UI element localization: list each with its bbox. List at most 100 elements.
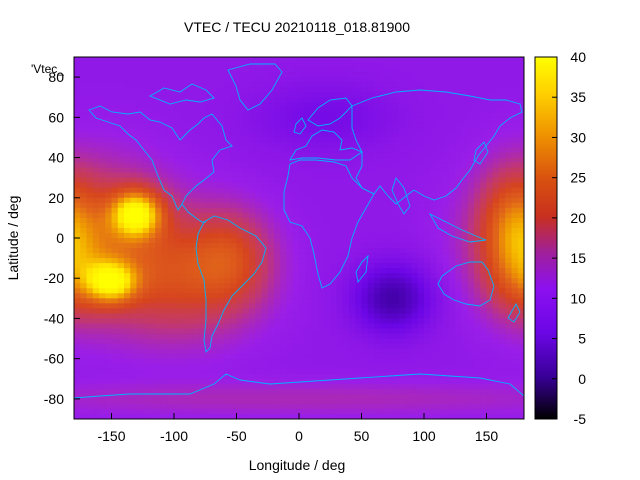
heatmap-cell [286,87,294,93]
heatmap-cell [130,107,138,113]
heatmap-cell [349,303,356,309]
heatmap-cell [99,353,106,360]
heatmap-cell [286,132,294,139]
heatmap-cell [230,162,238,169]
heatmap-cell [274,177,281,184]
heatmap-cell [411,72,419,78]
heatmap-cell [186,388,194,395]
heatmap-cell [167,243,175,249]
heatmap-cell [517,72,524,78]
heatmap-cell [324,293,331,299]
heatmap-cell [86,248,94,254]
heatmap-cell [230,238,238,244]
heatmap-cell [180,212,188,219]
heatmap-cell [511,212,519,219]
heatmap-cell [461,308,469,315]
heatmap-cell [380,383,388,390]
heatmap-cell [374,323,381,330]
heatmap-cell [274,182,281,189]
heatmap-cell [261,243,269,249]
heatmap-cell [449,328,456,335]
heatmap-cell [399,132,406,139]
heatmap-cell [280,217,288,224]
heatmap-cell [417,293,425,299]
heatmap-cell [130,358,138,365]
heatmap-cell [324,182,331,189]
heatmap-cell [499,177,506,184]
heatmap-cell [417,227,425,234]
heatmap-cell [86,378,94,385]
heatmap-cell [474,303,481,309]
heatmap-cell [430,388,438,395]
heatmap-cell [242,318,250,325]
heatmap-cell [255,253,263,259]
heatmap-cell [161,278,169,284]
heatmap-cell [480,293,488,299]
heatmap-cell [142,57,150,63]
heatmap-cell [486,303,494,309]
heatmap-cell [117,217,125,224]
heatmap-cell [392,152,400,159]
heatmap-cell [99,343,106,350]
heatmap-cell [342,117,350,123]
heatmap-cell [330,253,338,259]
heatmap-cell [467,283,475,289]
heatmap-cell [274,167,281,174]
heatmap-cell [411,383,419,390]
heatmap-cell [299,102,306,108]
heatmap-cell [499,383,506,390]
heatmap-cell [311,273,319,279]
heatmap-cell [205,62,213,68]
heatmap-cell [511,177,519,184]
heatmap-cell [161,263,169,269]
heatmap-cell [430,353,438,360]
heatmap-cell [242,82,250,88]
heatmap-cell [242,77,250,83]
heatmap-cell [374,157,381,164]
heatmap-cell [392,248,400,254]
heatmap-cell [436,298,444,304]
heatmap-cell [355,62,363,68]
heatmap-cell [286,268,294,274]
heatmap-cell [199,102,206,108]
heatmap-cell [392,227,400,234]
heatmap-cell [217,353,225,360]
heatmap-cell [355,152,363,159]
heatmap-cell [361,298,369,304]
heatmap-cell [386,192,394,199]
heatmap-cell [149,107,156,113]
heatmap-cell [449,142,456,149]
heatmap-cell [161,67,169,73]
heatmap-cell [161,72,169,78]
heatmap-cell [311,378,319,385]
heatmap-cell [417,137,425,144]
heatmap-cell [217,92,225,98]
heatmap-cell [342,212,350,219]
heatmap-cell [455,248,463,254]
heatmap-cell [486,348,494,355]
heatmap-cell [92,62,100,68]
heatmap-cell [117,112,125,118]
heatmap-cell [399,243,406,249]
heatmap-cell [317,268,325,274]
heatmap-cell [474,313,481,320]
heatmap-cell [399,273,406,279]
heatmap-cell [99,263,106,269]
heatmap-cell [249,278,256,284]
heatmap-cell [292,398,300,405]
heatmap-cell [130,142,138,149]
heatmap-cell [355,227,363,234]
heatmap-cell [449,268,456,274]
heatmap-cell [430,293,438,299]
heatmap-cell [349,77,356,83]
heatmap-cell [267,388,275,395]
heatmap-cell [405,62,413,68]
heatmap-cell [255,62,263,68]
heatmap-cell [186,283,194,289]
heatmap-cell [80,167,88,174]
heatmap-cell [130,232,138,239]
heatmap-cell [217,137,225,144]
heatmap-cell [74,353,81,360]
heatmap-cell [292,62,300,68]
heatmap-cell [236,238,244,244]
